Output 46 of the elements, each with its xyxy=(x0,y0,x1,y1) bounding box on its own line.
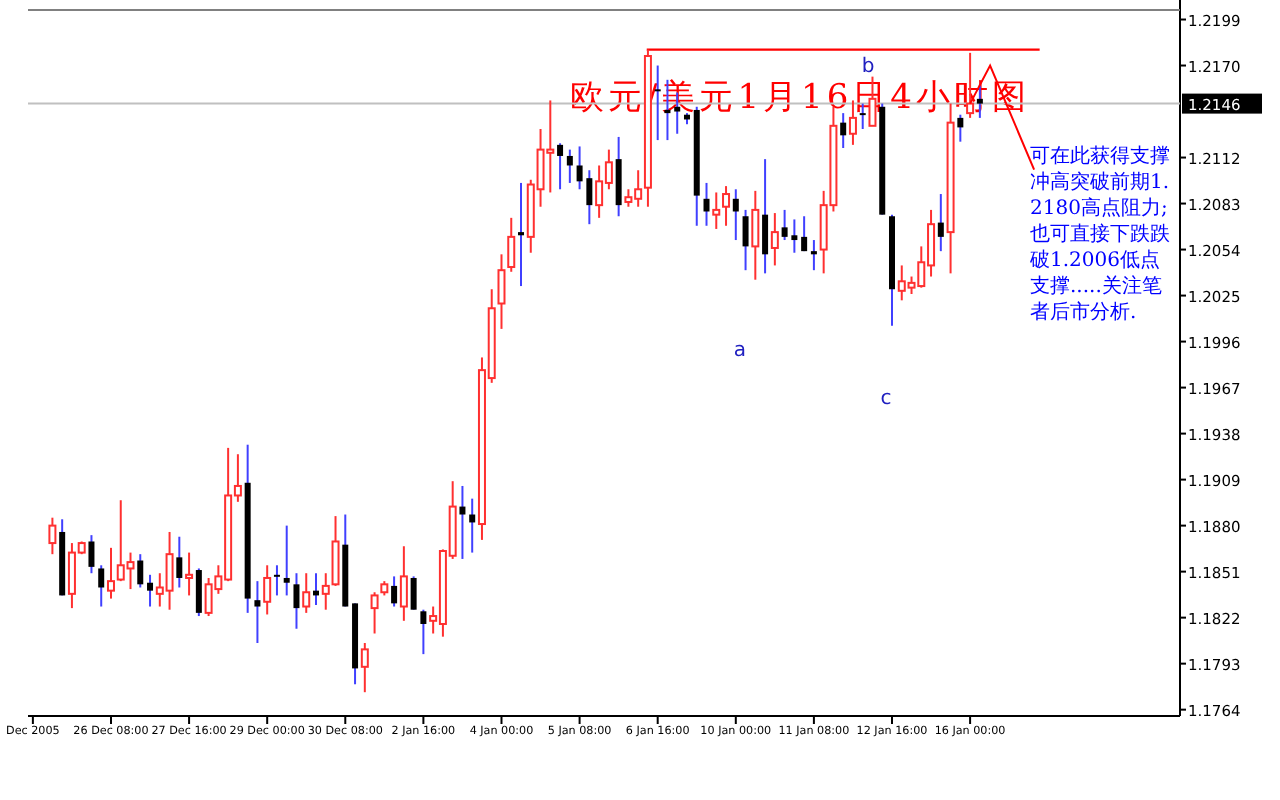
candlestick xyxy=(98,564,105,608)
candlestick xyxy=(137,553,144,589)
candlestick xyxy=(770,212,779,267)
candlestick xyxy=(937,193,944,253)
candlestick xyxy=(195,567,202,618)
candlestick xyxy=(321,572,330,611)
candlestick xyxy=(147,573,154,608)
candlestick xyxy=(302,572,311,614)
candlestick xyxy=(762,158,769,275)
candlestick xyxy=(566,148,573,184)
annotation: c xyxy=(880,388,892,410)
candlestick xyxy=(420,608,427,656)
annotation: 可在此获得支撑冲高突破前期1.2180高点阻力;也可直接下跌跌破1.2006低点支撑.....关注笔者后市分析. xyxy=(1030,144,1172,326)
candlestick xyxy=(703,181,710,227)
candlestick xyxy=(810,239,817,272)
candlestick xyxy=(391,575,398,608)
candlestick xyxy=(331,515,340,587)
candlestick xyxy=(732,188,739,242)
candlestick xyxy=(410,575,417,611)
candlestick xyxy=(283,524,290,597)
candlestick xyxy=(615,135,622,218)
candlestick xyxy=(801,215,808,253)
candlestick xyxy=(399,545,408,622)
candlestick xyxy=(557,142,564,191)
candlestick xyxy=(742,208,749,272)
candlestick xyxy=(176,535,183,589)
candlestick xyxy=(254,580,261,645)
candlestick xyxy=(459,484,466,560)
candlestick xyxy=(273,564,280,597)
annotation: a xyxy=(733,340,747,362)
candlestick xyxy=(370,591,379,635)
candlestick xyxy=(518,181,525,288)
candlestick xyxy=(751,189,760,281)
candlestick xyxy=(722,185,731,227)
candlestick xyxy=(48,516,57,556)
annotation: b xyxy=(861,56,875,78)
candlestick xyxy=(507,216,516,273)
candlestick xyxy=(497,253,506,330)
candlestick xyxy=(840,112,847,150)
candlestick xyxy=(263,564,272,616)
candlestick xyxy=(88,534,95,575)
candlestick xyxy=(712,191,721,230)
candlestick xyxy=(957,113,964,143)
candlestick xyxy=(185,551,194,597)
candlestick xyxy=(360,642,369,694)
candlestick xyxy=(293,572,300,630)
